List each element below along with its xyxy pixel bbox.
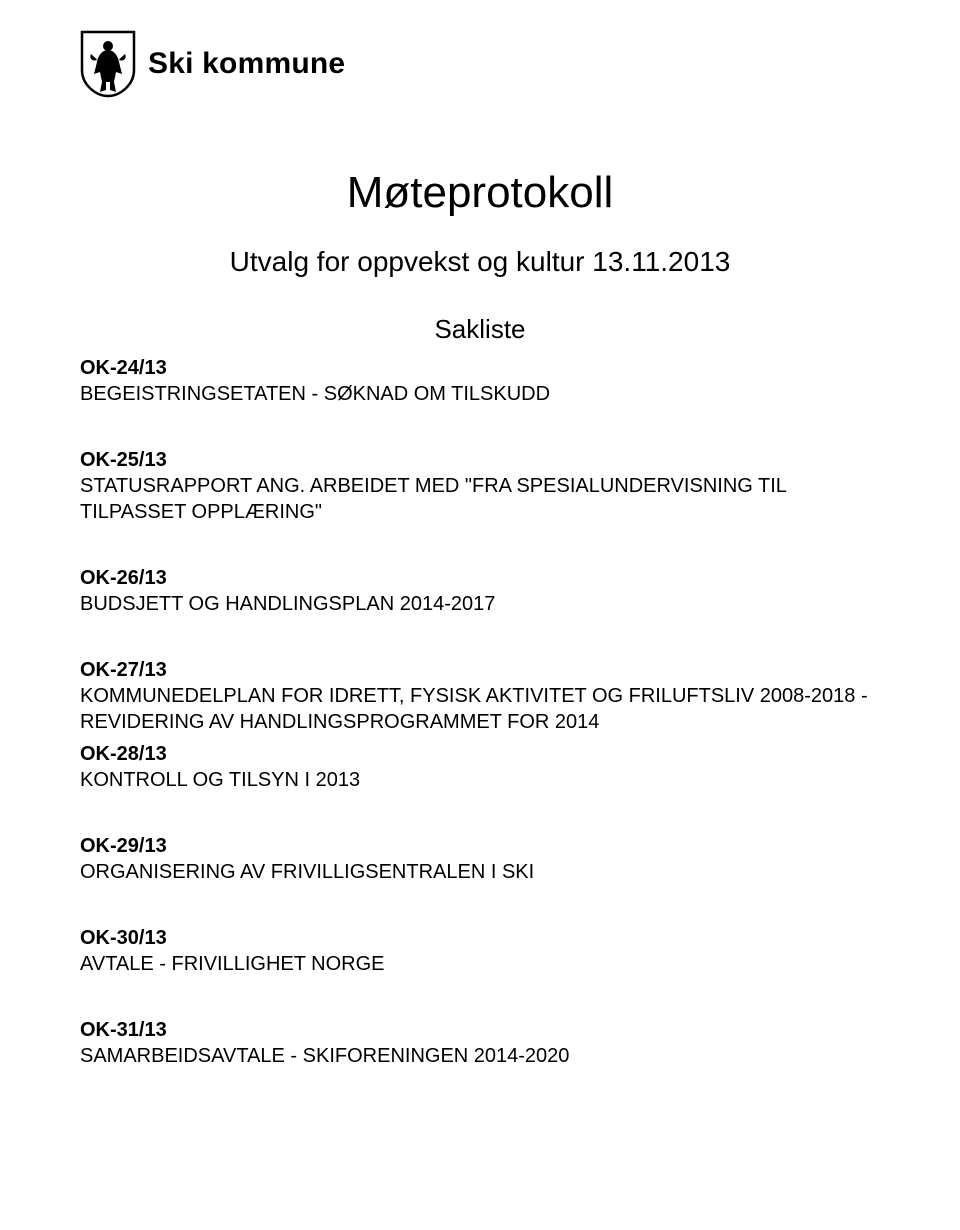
agenda-item-desc: KONTROLL OG TILSYN I 2013 — [80, 767, 880, 793]
agenda-item: OK-28/13KONTROLL OG TILSYN I 2013 — [80, 741, 880, 793]
header-logo-row: Ski kommune — [80, 30, 880, 98]
agenda-item-code: OK-30/13 — [80, 925, 880, 951]
agenda-item-desc: SAMARBEIDSAVTALE - SKIFORENINGEN 2014-20… — [80, 1043, 880, 1069]
agenda-item-code: OK-26/13 — [80, 565, 880, 591]
org-name: Ski kommune — [148, 47, 345, 81]
agenda-item-code: OK-28/13 — [80, 741, 880, 767]
agenda-item-code: OK-29/13 — [80, 833, 880, 859]
sub-title: Utvalg for oppvekst og kultur 13.11.2013 — [80, 246, 880, 278]
agenda-item: OK-26/13BUDSJETT OG HANDLINGSPLAN 2014-2… — [80, 565, 880, 617]
agenda-item-desc: KOMMUNEDELPLAN FOR IDRETT, FYSISK AKTIVI… — [80, 683, 880, 735]
agenda-item-code: OK-31/13 — [80, 1017, 880, 1043]
agenda-item-code: OK-25/13 — [80, 447, 880, 473]
agenda-list: OK-24/13BEGEISTRINGSETATEN - SØKNAD OM T… — [80, 355, 880, 1069]
agenda-item: OK-29/13ORGANISERING AV FRIVILLIGSENTRAL… — [80, 833, 880, 885]
agenda-item: OK-31/13SAMARBEIDSAVTALE - SKIFORENINGEN… — [80, 1017, 880, 1069]
agenda-item: OK-27/13KOMMUNEDELPLAN FOR IDRETT, FYSIS… — [80, 657, 880, 735]
agenda-item-desc: ORGANISERING AV FRIVILLIGSENTRALEN I SKI — [80, 859, 880, 885]
agenda-item-desc: BUDSJETT OG HANDLINGSPLAN 2014-2017 — [80, 591, 880, 617]
agenda-item: OK-25/13STATUSRAPPORT ANG. ARBEIDET MED … — [80, 447, 880, 525]
agenda-item-desc: BEGEISTRINGSETATEN - SØKNAD OM TILSKUDD — [80, 381, 880, 407]
agenda-item: OK-24/13BEGEISTRINGSETATEN - SØKNAD OM T… — [80, 355, 880, 407]
shield-icon — [80, 30, 136, 98]
agenda-item-code: OK-27/13 — [80, 657, 880, 683]
agenda-item-desc: STATUSRAPPORT ANG. ARBEIDET MED "FRA SPE… — [80, 473, 880, 525]
agenda-item: OK-30/13AVTALE - FRIVILLIGHET NORGE — [80, 925, 880, 977]
agenda-item-desc: AVTALE - FRIVILLIGHET NORGE — [80, 951, 880, 977]
document-page: Ski kommune Møteprotokoll Utvalg for opp… — [0, 0, 960, 1230]
section-label: Sakliste — [80, 314, 880, 345]
agenda-item-code: OK-24/13 — [80, 355, 880, 381]
main-title: Møteprotokoll — [80, 168, 880, 218]
